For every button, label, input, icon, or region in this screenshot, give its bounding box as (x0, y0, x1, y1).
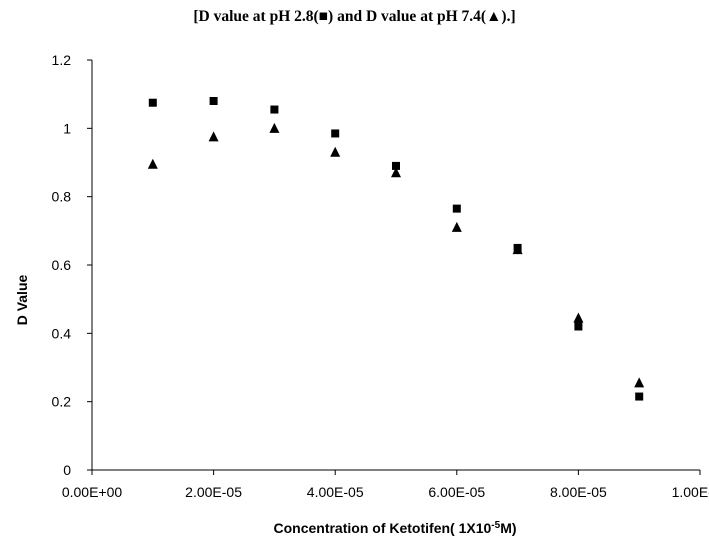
y-tick-label: 0.2 (52, 394, 72, 410)
triangle-data-point (147, 158, 158, 169)
data-points (147, 97, 645, 401)
y-tick-label: 0 (63, 462, 71, 478)
triangle-data-point (330, 146, 341, 157)
x-tick-label: 4.00E-05 (307, 484, 364, 500)
triangle-data-point (208, 131, 219, 142)
triangle-data-point (634, 377, 645, 388)
y-tick-label: 1 (63, 120, 71, 136)
square-data-point (331, 129, 340, 138)
x-tick-label: 2.00E-05 (185, 484, 242, 500)
y-tick-label: 0.6 (52, 257, 72, 273)
x-tick-label: 0.00E+00 (62, 484, 123, 500)
chart-title: [D value at pH 2.8(■) and D value at pH … (193, 8, 516, 25)
y-tick-label: 0.8 (52, 189, 72, 205)
square-data-point (209, 97, 218, 105)
x-tick-label: 1.00E-04 (672, 484, 709, 500)
triangle-data-point (451, 221, 462, 232)
square-data-point (574, 322, 583, 331)
y-axis-ticks: 0 0.2 0.4 0.6 0.8 1 1.2 (52, 52, 92, 478)
square-data-point (452, 204, 461, 213)
x-axis-title: Concentration of Ketotifen( 1X10-5M) (273, 520, 516, 536)
y-axis-title: D Value (14, 275, 30, 326)
triangle-data-point (391, 167, 401, 178)
y-tick-label: 1.2 (52, 52, 72, 68)
y-tick-label: 0.4 (52, 325, 72, 341)
x-axis-ticks: 0.00E+00 2.00E-05 4.00E-05 6.00E-05 8.00E-05… (62, 470, 709, 500)
x-tick-label: 8.00E-05 (550, 484, 607, 500)
x-tick-label: 6.00E-05 (428, 484, 485, 500)
axes (91, 60, 700, 471)
square-data-point (148, 98, 157, 107)
triangle-data-point (269, 122, 280, 133)
square-data-point (635, 392, 644, 401)
triangle-data-point (512, 244, 523, 255)
square-data-point (392, 161, 400, 170)
triangle-data-point (573, 312, 584, 323)
square-data-point (270, 105, 279, 114)
